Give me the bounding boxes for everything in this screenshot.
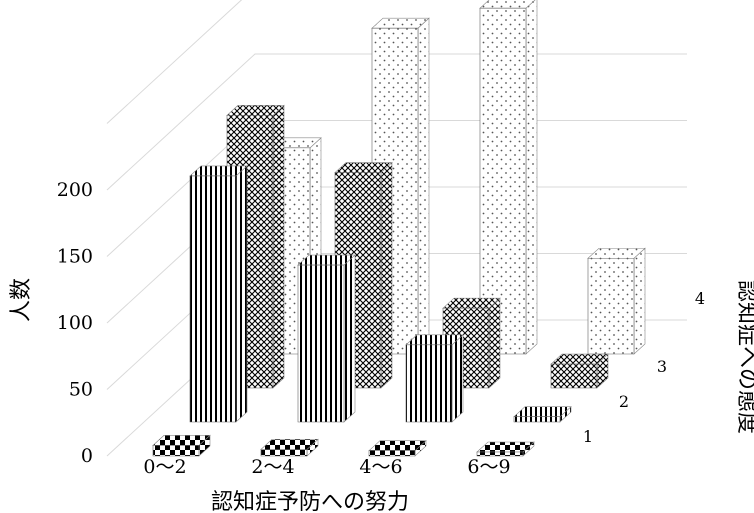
bar-side: [525, 0, 538, 355]
bar-side: [488, 297, 501, 389]
bar: [260, 438, 319, 457]
bar-side: [380, 161, 393, 389]
bar-front: [152, 445, 200, 457]
labels: 0 50 100 150 200 0〜2 2〜4 4〜6 6〜9 1 2 3 4 認知症予防への努力 人数 認…: [9, 179, 754, 513]
bar: [513, 406, 572, 423]
bar: [476, 441, 535, 457]
bar-front: [368, 450, 416, 457]
bar-front: [476, 451, 524, 457]
y-tick-label: 200: [57, 179, 93, 201]
bar-front: [513, 416, 561, 423]
bar: [189, 165, 248, 423]
bar-front: [550, 363, 598, 389]
bar: [297, 254, 356, 423]
depth-tick-label: 2: [619, 392, 629, 411]
x-axis-title: 認知症予防への努力: [211, 490, 409, 513]
depth-tick-label: 1: [583, 427, 593, 446]
gridline: [106, 0, 243, 124]
bar: [368, 440, 427, 457]
bar-side: [633, 247, 646, 355]
bar-front: [297, 264, 345, 423]
bar: [152, 434, 211, 457]
bar-side: [235, 165, 248, 423]
bar-side: [272, 104, 285, 389]
y-tick-label: 0: [81, 445, 93, 467]
y-axis-title: 人数: [9, 278, 34, 322]
y-tick-label: 100: [57, 312, 93, 334]
y-tick-label: 50: [69, 379, 93, 401]
x-tick-label: 0〜2: [143, 456, 186, 478]
bars: [152, 0, 646, 457]
bar-side: [451, 334, 464, 423]
depth-tick-label: 4: [695, 289, 705, 308]
bar-side: [343, 254, 356, 423]
x-tick-label: 2〜4: [251, 456, 294, 478]
bar-front: [479, 7, 527, 355]
bar: [587, 247, 646, 355]
depth-tick-label: 3: [657, 357, 667, 376]
bar-side: [417, 17, 430, 355]
bar: [550, 353, 609, 389]
x-tick-label: 4〜6: [359, 456, 402, 478]
x-tick-label: 6〜9: [467, 456, 510, 478]
bar: [479, 0, 538, 355]
bar-front: [189, 175, 237, 423]
bar-front: [587, 257, 635, 355]
bar-front: [260, 449, 308, 457]
y-tick-label: 150: [57, 246, 93, 268]
gridline: [106, 53, 687, 191]
z-axis-title: 認知症への態度: [734, 280, 754, 434]
bar-front: [405, 344, 453, 423]
bar: [405, 334, 464, 423]
